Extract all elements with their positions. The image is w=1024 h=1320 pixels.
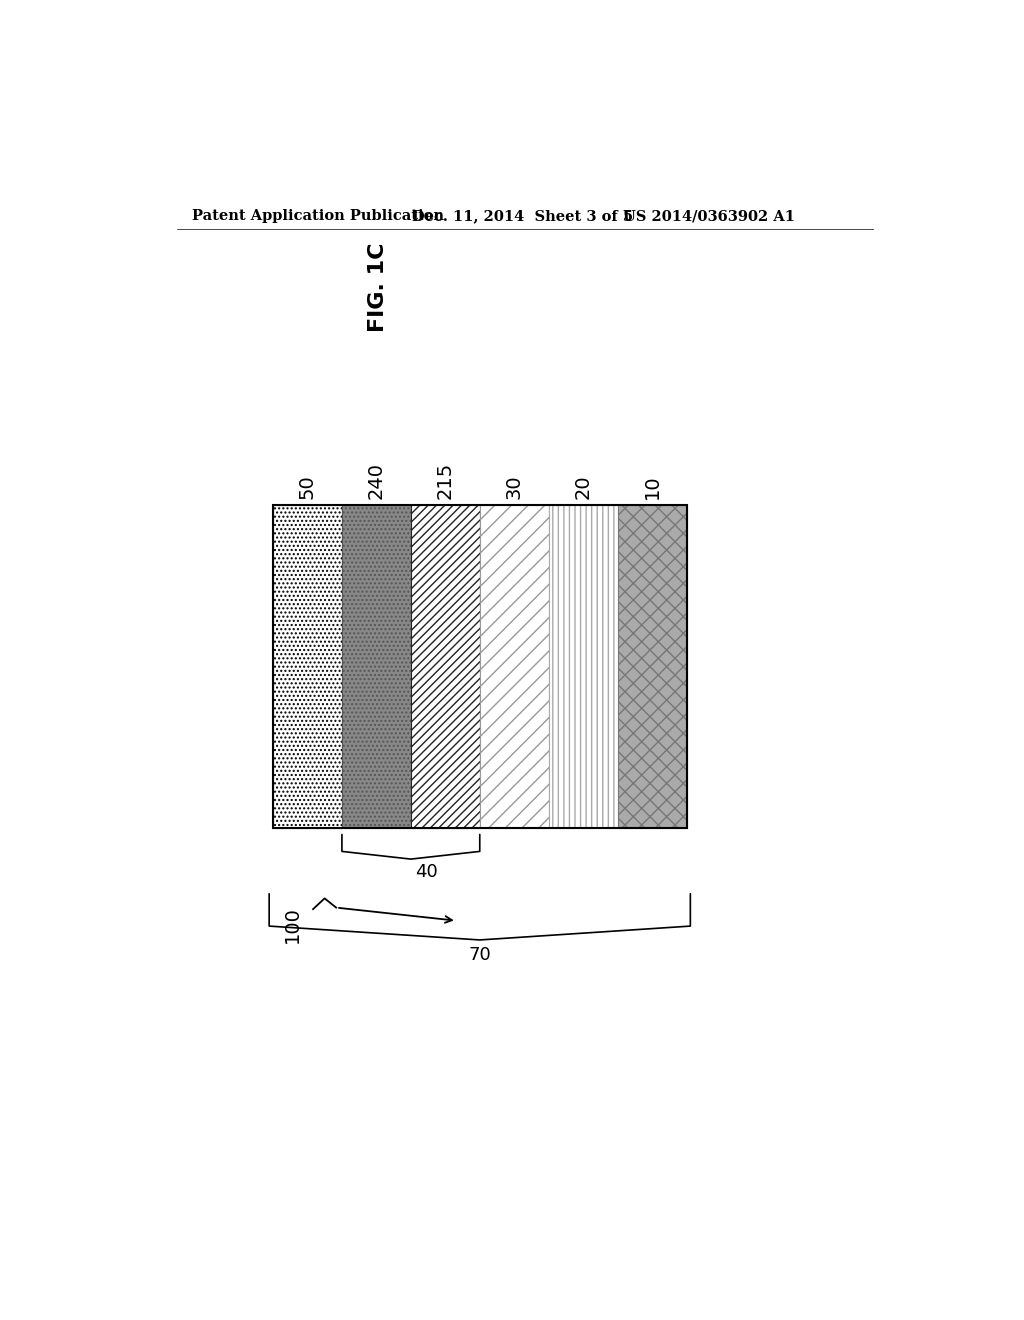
Bar — [549, 506, 617, 829]
Bar — [273, 506, 686, 829]
Text: 20: 20 — [573, 474, 593, 499]
Text: 30: 30 — [505, 474, 523, 499]
Text: 50: 50 — [298, 474, 317, 499]
Text: FIG. 1C: FIG. 1C — [368, 242, 388, 331]
Bar — [342, 506, 411, 829]
Text: 240: 240 — [367, 462, 386, 499]
Text: 100: 100 — [283, 906, 301, 942]
Text: 215: 215 — [436, 462, 455, 499]
Text: 70: 70 — [468, 946, 492, 964]
Text: Dec. 11, 2014  Sheet 3 of 5: Dec. 11, 2014 Sheet 3 of 5 — [412, 209, 633, 223]
Bar — [617, 506, 686, 829]
Text: 10: 10 — [642, 474, 662, 499]
Bar — [411, 506, 480, 829]
Bar — [273, 506, 342, 829]
Text: Patent Application Publication: Patent Application Publication — [193, 209, 444, 223]
Text: US 2014/0363902 A1: US 2014/0363902 A1 — [624, 209, 796, 223]
Bar — [480, 506, 549, 829]
Text: 40: 40 — [415, 863, 437, 880]
